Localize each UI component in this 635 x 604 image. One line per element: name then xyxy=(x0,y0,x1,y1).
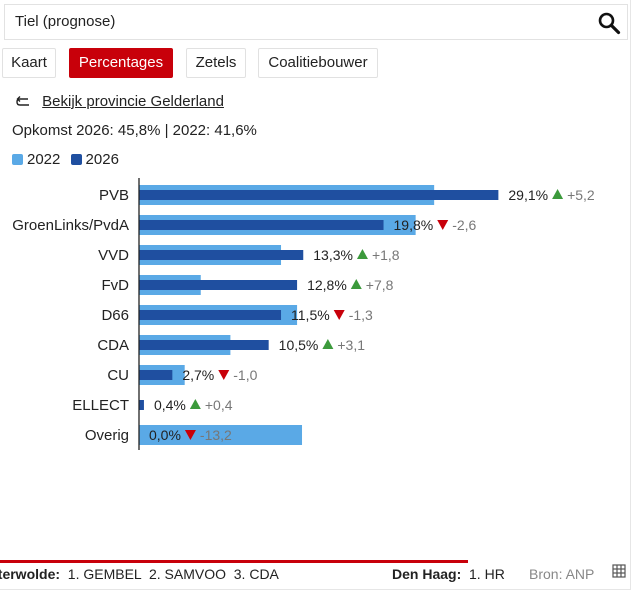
turnout-text: Opkomst 2026: 45,8% | 2022: 41,6% xyxy=(12,122,257,139)
ticker-result: 1. GEMBEL 2. SAMVOO 3. CDA xyxy=(67,566,279,582)
category-label: ELLECT xyxy=(72,397,129,414)
return-arrow-icon xyxy=(16,96,29,106)
ticker-place: Den Haag: xyxy=(392,566,462,582)
tab-kaart[interactable]: Kaart xyxy=(2,48,56,78)
category-label: Overig xyxy=(85,427,129,444)
table-icon[interactable] xyxy=(612,564,626,578)
triangle-down-icon xyxy=(218,370,230,380)
results-bar-chart: PVB 29,1% +5,2 GroenLinks/PvdA 19,8% -2,6 VVD 1… xyxy=(12,178,595,450)
tab-percentages[interactable]: Percentages xyxy=(69,48,173,78)
ticker-scroll: sterwolde: 1. GEMBEL 2. SAMVOO 3. CDA De… xyxy=(0,566,515,586)
value-label: 11,5% xyxy=(291,307,330,323)
ticker-place: sterwolde: xyxy=(0,566,61,582)
value-label: 12,8% xyxy=(307,277,347,293)
results-ticker: sterwolde: 1. GEMBEL 2. SAMVOO 3. CDA De… xyxy=(0,560,635,586)
tab-coalitiebouwer[interactable]: Coalitiebouwer xyxy=(258,48,378,78)
ticker-item[interactable]: Den Haag: 1. HR xyxy=(392,566,505,582)
value-label: 19,8% xyxy=(394,217,434,233)
search-title[interactable]: Tiel (prognose) xyxy=(15,13,116,30)
change-label: -1,3 xyxy=(349,307,373,323)
change-label: +5,2 xyxy=(567,187,595,203)
bar-2026 xyxy=(139,250,304,260)
triangle-up-icon xyxy=(322,339,334,349)
change-label: +0,4 xyxy=(205,397,233,413)
change-label: -2,6 xyxy=(452,217,476,233)
change-label: -13,2 xyxy=(200,427,232,443)
category-label: FvD xyxy=(102,277,130,294)
triangle-down-icon xyxy=(333,310,345,320)
triangle-down-icon xyxy=(184,430,196,440)
category-label: D66 xyxy=(101,307,129,324)
triangle-up-icon xyxy=(189,399,201,409)
change-label: +3,1 xyxy=(337,337,365,353)
category-label: GroenLinks/PvdA xyxy=(12,217,129,234)
province-link-row[interactable]: Bekijk provincie Gelderland xyxy=(16,93,224,110)
ticker-item[interactable]: sterwolde: 1. GEMBEL 2. SAMVOO 3. CDA xyxy=(0,566,279,582)
category-label: PVB xyxy=(99,187,129,204)
value-label: 29,1% xyxy=(508,187,548,203)
ticker-progress-bar xyxy=(0,560,468,563)
widget-frame xyxy=(0,0,631,590)
bar-2026 xyxy=(139,340,269,350)
tab-zetels[interactable]: Zetels xyxy=(186,48,246,78)
value-label: 0,0% xyxy=(149,427,181,443)
category-label: VVD xyxy=(98,247,129,264)
bar-2022 xyxy=(139,425,303,445)
triangle-up-icon xyxy=(350,279,362,289)
search-bar[interactable]: Tiel (prognose) xyxy=(4,4,628,40)
bar-2026 xyxy=(139,280,298,290)
legend-swatch-2026 xyxy=(70,154,82,165)
triangle-down-icon xyxy=(437,220,449,230)
change-label: -1,0 xyxy=(233,367,257,383)
source-label: Bron: ANP xyxy=(529,566,595,582)
province-link[interactable]: Bekijk provincie Gelderland xyxy=(42,93,224,110)
triangle-up-icon xyxy=(356,249,368,259)
ticker-result: 1. HR xyxy=(469,566,505,582)
legend-label-2026: 2026 xyxy=(85,151,119,168)
triangle-up-icon xyxy=(552,189,564,199)
category-label: CU xyxy=(107,367,129,384)
search-icon[interactable] xyxy=(597,11,621,35)
value-label: 2,7% xyxy=(182,367,214,383)
category-label: CDA xyxy=(97,337,129,354)
legend-item-2026: 2026 xyxy=(70,151,119,168)
bar-2026 xyxy=(139,370,173,380)
change-label: +7,8 xyxy=(366,277,394,293)
value-label: 0,4% xyxy=(154,397,186,413)
bar-2026 xyxy=(139,220,384,230)
change-label: +1,8 xyxy=(372,247,400,263)
value-label: 13,3% xyxy=(313,247,353,263)
legend-swatch-2022 xyxy=(12,154,23,165)
value-label: 10,5% xyxy=(279,337,319,353)
bar-2026 xyxy=(139,400,144,410)
bar-2026 xyxy=(139,190,499,200)
legend-label-2022: 2022 xyxy=(27,151,61,168)
bar-2026 xyxy=(139,310,282,320)
chart-legend: 2022 2026 xyxy=(12,151,125,168)
legend-item-2022: 2022 xyxy=(12,151,60,168)
